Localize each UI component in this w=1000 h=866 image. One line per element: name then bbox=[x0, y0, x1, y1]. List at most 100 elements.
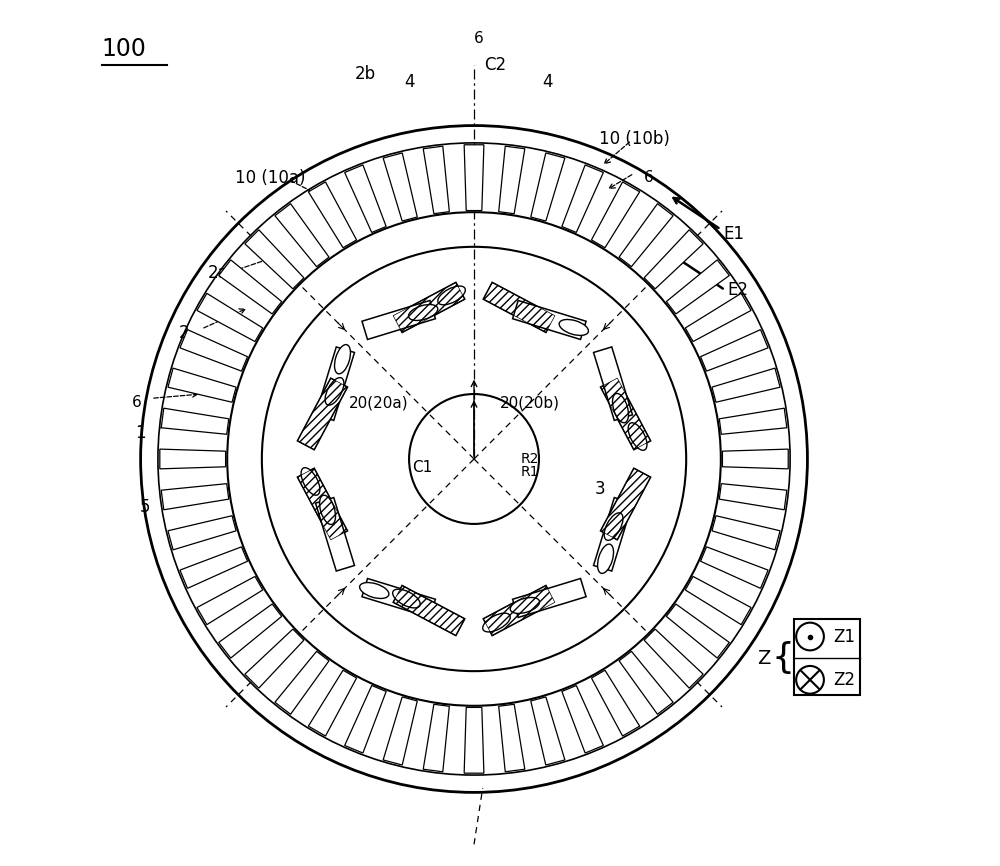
Polygon shape bbox=[594, 498, 633, 571]
Ellipse shape bbox=[438, 286, 465, 305]
Polygon shape bbox=[619, 204, 673, 267]
Ellipse shape bbox=[335, 345, 350, 374]
Polygon shape bbox=[245, 229, 304, 289]
Polygon shape bbox=[308, 670, 357, 736]
Polygon shape bbox=[644, 629, 703, 688]
Polygon shape bbox=[600, 469, 651, 540]
Polygon shape bbox=[562, 165, 603, 232]
Polygon shape bbox=[685, 577, 751, 624]
Polygon shape bbox=[160, 449, 226, 469]
Ellipse shape bbox=[409, 305, 438, 320]
Polygon shape bbox=[197, 294, 263, 341]
Bar bbox=[794, 619, 860, 695]
Ellipse shape bbox=[598, 544, 614, 573]
Polygon shape bbox=[619, 651, 673, 714]
Polygon shape bbox=[245, 629, 304, 688]
Ellipse shape bbox=[528, 310, 555, 329]
Text: C2: C2 bbox=[485, 56, 507, 74]
Polygon shape bbox=[600, 378, 651, 449]
Polygon shape bbox=[712, 368, 780, 402]
Polygon shape bbox=[297, 378, 348, 449]
Polygon shape bbox=[464, 708, 484, 773]
Polygon shape bbox=[531, 153, 565, 221]
Polygon shape bbox=[316, 498, 355, 571]
Polygon shape bbox=[666, 260, 729, 314]
Polygon shape bbox=[513, 578, 586, 617]
Polygon shape bbox=[275, 204, 329, 267]
Polygon shape bbox=[483, 585, 555, 636]
Ellipse shape bbox=[604, 513, 623, 540]
Text: Z2: Z2 bbox=[833, 671, 855, 688]
Polygon shape bbox=[362, 578, 435, 617]
Polygon shape bbox=[423, 704, 449, 772]
Polygon shape bbox=[666, 604, 729, 658]
Polygon shape bbox=[562, 686, 603, 753]
Polygon shape bbox=[701, 330, 768, 372]
Text: 4: 4 bbox=[542, 74, 553, 91]
Text: 100: 100 bbox=[102, 36, 147, 61]
Text: Z1: Z1 bbox=[833, 628, 855, 645]
Polygon shape bbox=[591, 182, 640, 248]
Ellipse shape bbox=[320, 495, 336, 525]
Text: 6: 6 bbox=[131, 395, 141, 410]
Text: 2a: 2a bbox=[208, 264, 229, 281]
Polygon shape bbox=[719, 408, 787, 434]
Polygon shape bbox=[345, 686, 386, 753]
Polygon shape bbox=[719, 484, 787, 510]
Text: E1: E1 bbox=[723, 225, 744, 242]
Polygon shape bbox=[499, 704, 525, 772]
Ellipse shape bbox=[325, 378, 344, 405]
Text: Z: Z bbox=[757, 649, 771, 668]
Text: {: { bbox=[772, 641, 795, 675]
Polygon shape bbox=[594, 347, 633, 420]
Polygon shape bbox=[180, 330, 247, 372]
Polygon shape bbox=[316, 347, 355, 420]
Ellipse shape bbox=[360, 583, 389, 598]
Ellipse shape bbox=[483, 613, 510, 632]
Text: 3: 3 bbox=[594, 481, 605, 498]
Polygon shape bbox=[722, 449, 788, 469]
Polygon shape bbox=[219, 604, 282, 658]
Polygon shape bbox=[483, 282, 555, 333]
Polygon shape bbox=[219, 260, 282, 314]
Polygon shape bbox=[180, 546, 247, 588]
Polygon shape bbox=[644, 229, 703, 289]
Polygon shape bbox=[383, 697, 417, 765]
Text: R1: R1 bbox=[521, 465, 540, 479]
Text: 10 (10b): 10 (10b) bbox=[599, 130, 670, 147]
Ellipse shape bbox=[628, 423, 647, 450]
Text: 4: 4 bbox=[404, 74, 414, 91]
Ellipse shape bbox=[559, 320, 588, 335]
Polygon shape bbox=[161, 484, 229, 510]
Polygon shape bbox=[499, 146, 525, 214]
Polygon shape bbox=[308, 182, 357, 248]
Polygon shape bbox=[393, 585, 465, 636]
Text: 2: 2 bbox=[179, 325, 189, 342]
Polygon shape bbox=[393, 282, 465, 333]
Ellipse shape bbox=[613, 393, 628, 423]
Polygon shape bbox=[345, 165, 386, 232]
Polygon shape bbox=[168, 516, 236, 550]
Polygon shape bbox=[383, 153, 417, 221]
Polygon shape bbox=[531, 697, 565, 765]
Polygon shape bbox=[275, 651, 329, 714]
Ellipse shape bbox=[301, 468, 320, 495]
Polygon shape bbox=[423, 146, 449, 214]
Text: 10 (10a): 10 (10a) bbox=[235, 169, 306, 186]
Text: 1: 1 bbox=[135, 424, 146, 442]
Text: 20(20b): 20(20b) bbox=[500, 395, 560, 410]
Polygon shape bbox=[168, 368, 236, 402]
Polygon shape bbox=[712, 516, 780, 550]
Polygon shape bbox=[685, 294, 751, 341]
Text: 6: 6 bbox=[644, 170, 654, 185]
Text: 5: 5 bbox=[140, 498, 150, 515]
Polygon shape bbox=[297, 469, 348, 540]
Text: E2: E2 bbox=[728, 281, 749, 299]
Text: R2: R2 bbox=[521, 452, 539, 466]
Text: 20(20a): 20(20a) bbox=[349, 395, 409, 410]
Polygon shape bbox=[701, 546, 768, 588]
Polygon shape bbox=[513, 301, 586, 339]
Text: 2b: 2b bbox=[355, 65, 376, 82]
Polygon shape bbox=[362, 301, 435, 339]
Text: C1: C1 bbox=[412, 460, 432, 475]
